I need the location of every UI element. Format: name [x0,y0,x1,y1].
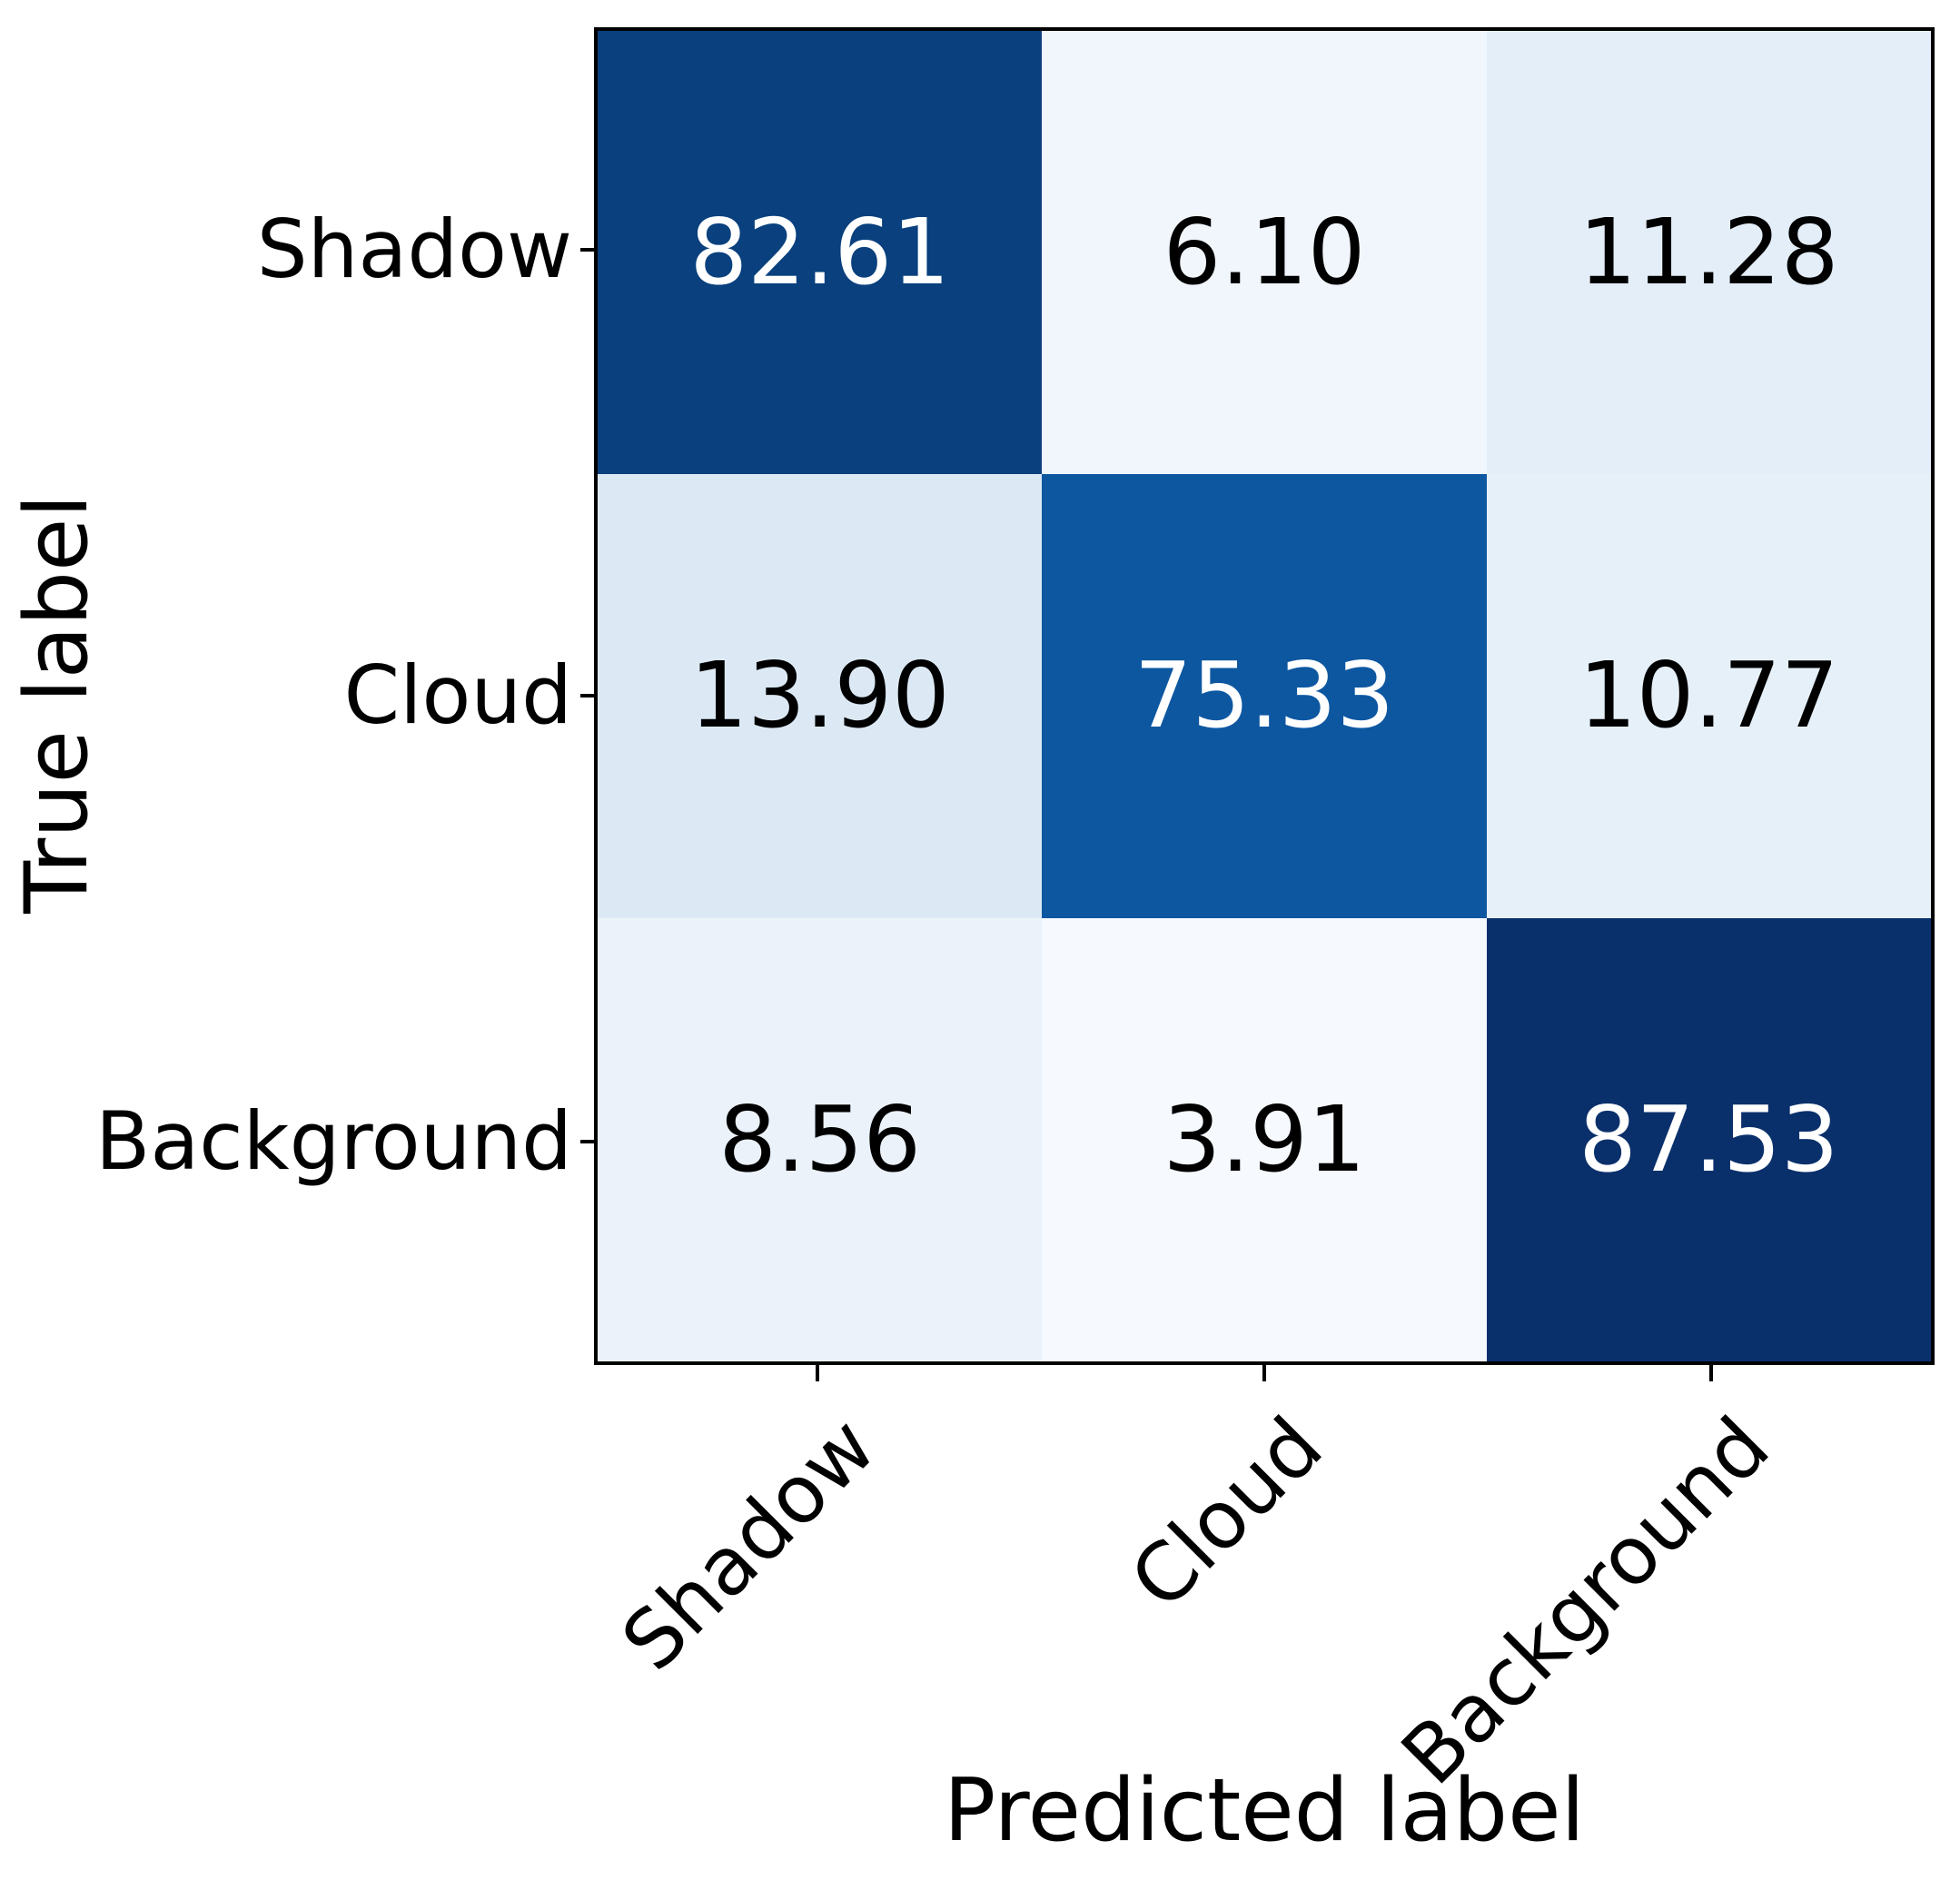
y-tick-mark [580,694,594,698]
y-tick-label-background: Background [95,1094,572,1188]
heatmap-grid: 82.61 6.10 11.28 13.90 75.33 10.77 8.56 3.91 87.… [594,27,1935,1365]
matrix-cell-background-background: 87.53 [1486,917,1931,1361]
x-axis-title: Predicted label [944,1761,1585,1861]
y-tick-mark [580,1140,594,1143]
matrix-cell-shadow-background: 11.28 [1486,31,1931,475]
matrix-cell-cloud-cloud: 75.33 [1042,474,1487,918]
matrix-cell-shadow-cloud: 6.10 [1042,31,1487,475]
x-tick-mark [816,1365,819,1381]
matrix-cell-cloud-background: 10.77 [1486,474,1931,918]
y-tick-label-shadow: Shadow [256,203,572,296]
matrix-cell-background-cloud: 3.91 [1042,917,1487,1361]
y-tick-mark [580,248,594,252]
matrix-cell-shadow-shadow: 82.61 [598,31,1043,475]
y-tick-label-cloud: Cloud [343,648,572,742]
x-tick-mark [1262,1365,1266,1381]
matrix-cell-cloud-shadow: 13.90 [598,474,1043,918]
y-axis-title: True label [7,494,107,914]
matrix-cell-background-shadow: 8.56 [598,917,1043,1361]
x-tick-mark [1709,1365,1713,1381]
